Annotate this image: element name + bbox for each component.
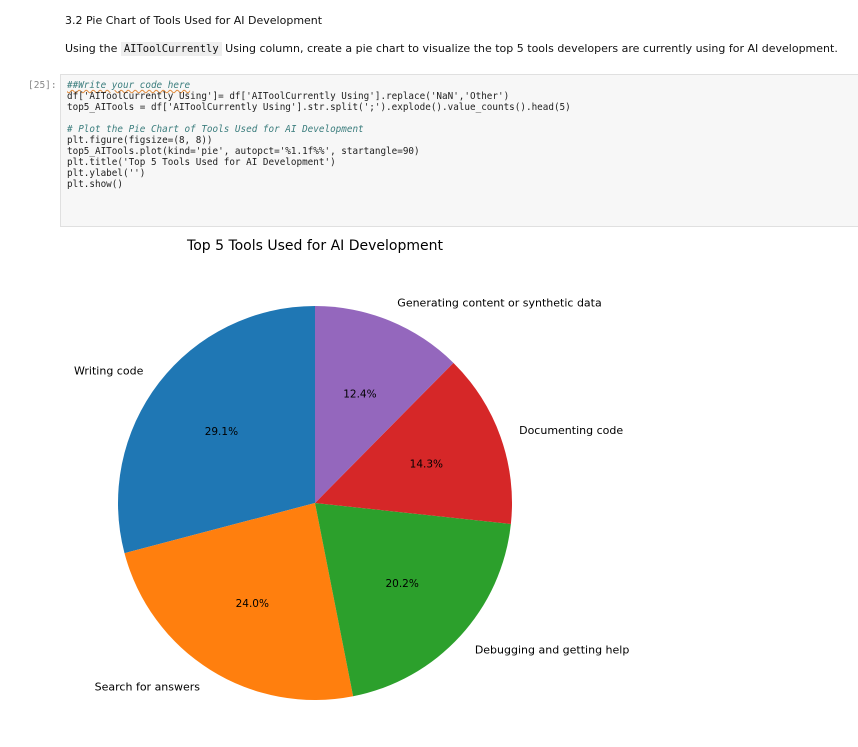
pie-percent-label: 20.2% xyxy=(385,578,418,590)
pie-category-label: Writing code xyxy=(74,365,144,378)
pie-percent-label: 29.1% xyxy=(205,426,238,438)
pie-slice xyxy=(117,306,315,554)
instruction-suffix: Using column, create a pie chart to visu… xyxy=(225,42,838,55)
pie-slices xyxy=(117,306,512,700)
pie-chart: Top 5 Tools Used for AI Development 29.1… xyxy=(74,238,629,700)
pie-category-label: Debugging and getting help xyxy=(475,643,630,656)
code-line-9: plt.ylabel('') xyxy=(67,168,146,179)
code-cell[interactable]: ##Write your code here df['AIToolCurrent… xyxy=(60,74,858,227)
code-line-1: ##Write your code here xyxy=(67,80,191,91)
pie-percent-label: 24.0% xyxy=(236,598,269,610)
pie-category-label: Generating content or synthetic data xyxy=(397,297,601,310)
section-heading: 3.2 Pie Chart of Tools Used for AI Devel… xyxy=(65,14,323,27)
pie-category-label: Search for answers xyxy=(95,681,201,694)
chart-title: Top 5 Tools Used for AI Development xyxy=(186,238,443,254)
code-line-3: top5_AITools = df['AIToolCurrently Using… xyxy=(67,102,571,113)
pie-slice xyxy=(315,306,454,503)
instruction-text: Using the AIToolCurrently Using column, … xyxy=(65,42,838,56)
pie-slice xyxy=(124,503,354,700)
code-editor[interactable]: ##Write your code here df['AIToolCurrent… xyxy=(67,80,571,190)
pie-slice xyxy=(315,503,511,697)
instruction-prefix: Using the xyxy=(65,42,118,55)
inline-code-column: AIToolCurrently xyxy=(120,42,222,56)
code-line-10: plt.show() xyxy=(67,179,123,190)
execution-count: [25]: xyxy=(28,80,57,91)
code-line-8: plt.title('Top 5 Tools Used for AI Devel… xyxy=(67,157,336,168)
pie-category-label: Documenting code xyxy=(519,424,623,437)
pie-percent-label: 12.4% xyxy=(343,389,376,401)
code-line-2: df['AIToolCurrently Using']= df['AIToolC… xyxy=(67,91,510,102)
code-line-7: top5_AITools.plot(kind='pie', autopct='%… xyxy=(67,146,420,157)
pie-percent-label: 14.3% xyxy=(410,458,443,470)
code-line-5: # Plot the Pie Chart of Tools Used for A… xyxy=(67,124,364,135)
pie-labels: 29.1% Writing code 24.0% Search for answers… xyxy=(74,297,629,694)
code-line-6: plt.figure(figsize=(8, 8)) xyxy=(67,135,213,146)
pie-slice xyxy=(315,362,512,525)
